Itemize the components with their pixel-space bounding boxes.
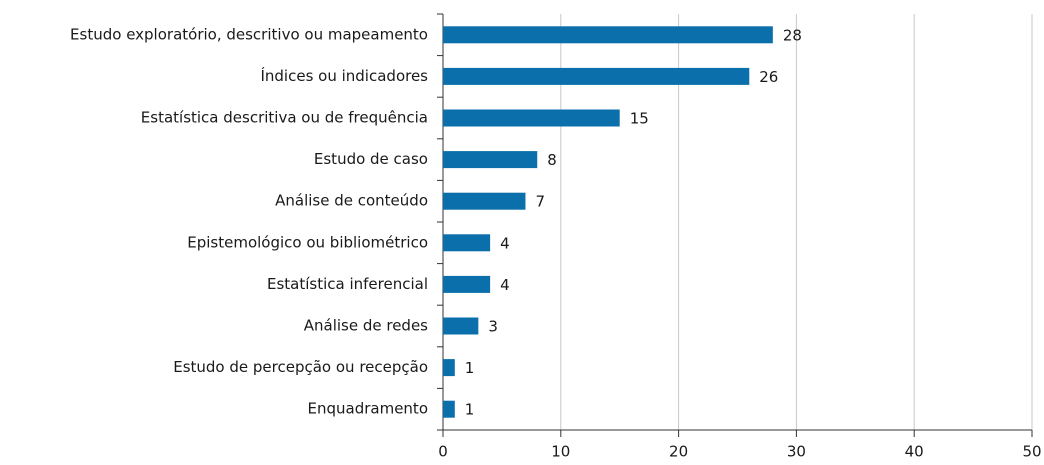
data-label: 1 xyxy=(465,401,475,419)
y-tick-label: Análise de conteúdo xyxy=(275,192,428,210)
x-tick-label: 40 xyxy=(905,443,924,461)
bar xyxy=(443,275,491,293)
data-label: 4 xyxy=(500,276,510,294)
x-tick-label: 50 xyxy=(1022,443,1041,461)
data-label: 3 xyxy=(488,318,498,336)
y-tick-label: Estatística inferencial xyxy=(267,275,428,293)
y-tick-label: Estudo de caso xyxy=(314,150,428,168)
y-tick-label: Estudo de percepção ou recepção xyxy=(173,358,428,376)
bar xyxy=(443,192,526,210)
bar xyxy=(443,359,455,377)
y-tick-label: Enquadramento xyxy=(308,400,429,418)
y-tick-label: Estudo exploratório, descritivo ou mapea… xyxy=(70,25,428,43)
bar xyxy=(443,26,773,44)
bar xyxy=(443,151,538,169)
data-label: 26 xyxy=(759,68,778,86)
y-tick-label: Epistemológico ou bibliométrico xyxy=(187,233,428,251)
data-label: 28 xyxy=(783,26,802,44)
x-tick-label: 20 xyxy=(669,443,688,461)
data-label: 7 xyxy=(535,193,545,211)
bar xyxy=(443,109,620,127)
x-tick-label: 30 xyxy=(787,443,806,461)
x-tick-label: 0 xyxy=(438,443,448,461)
bar xyxy=(443,317,479,335)
bar xyxy=(443,67,750,85)
data-label: 4 xyxy=(500,234,510,252)
x-tick-label: 10 xyxy=(551,443,570,461)
y-tick-label: Índices ou indicadores xyxy=(260,66,428,85)
data-label: 15 xyxy=(630,110,649,128)
y-tick-label: Estatística descritiva ou de frequência xyxy=(141,109,428,127)
y-tick-label: Análise de redes xyxy=(304,317,428,335)
data-label: 1 xyxy=(465,359,475,377)
data-label: 8 xyxy=(547,151,557,169)
bar xyxy=(443,234,491,252)
bar xyxy=(443,400,455,418)
